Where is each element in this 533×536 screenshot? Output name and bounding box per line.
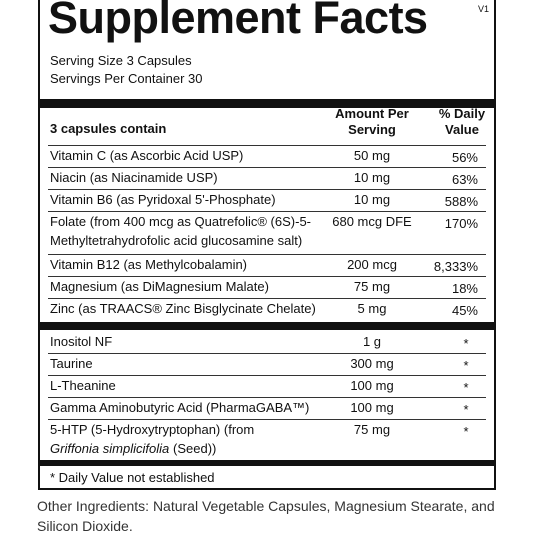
row-rule (48, 419, 486, 420)
serving-size: Serving Size 3 Capsules (50, 53, 192, 68)
daily-value: 8,333% (433, 259, 478, 274)
amount: 200 mcg (347, 257, 397, 272)
amount: 100 mg (350, 378, 394, 393)
daily-value: * (463, 402, 469, 417)
amount: 50 mg (353, 148, 391, 163)
header-amount: Amount Per (335, 106, 409, 121)
nutrient-name: Vitamin B12 (as Methylcobalamin) (50, 257, 248, 272)
nutrient-name: Inositol NF (50, 334, 113, 349)
daily-value: 588% (444, 194, 478, 209)
row-rule (48, 397, 486, 398)
daily-value: 170% (444, 216, 478, 231)
thick-rule (40, 99, 494, 108)
thick-rule (40, 322, 494, 330)
nutrient-name: Magnesium (as DiMagnesium Malate) (50, 279, 269, 294)
amount: 1 g (362, 334, 382, 349)
other-ingredients: Other Ingredients: Natural Vegetable Cap… (37, 498, 495, 514)
amount: 680 mcg DFE (332, 214, 412, 229)
daily-value: * (463, 424, 469, 439)
amount: 75 mg (353, 422, 391, 437)
row-rule (48, 145, 486, 146)
footnote: * Daily Value not established (50, 470, 215, 485)
version: V1 (478, 4, 490, 14)
daily-value: 56% (451, 150, 478, 165)
row-rule (48, 375, 486, 376)
nutrient-name: Niacin (as Niacinamide USP) (50, 170, 218, 185)
row-rule (48, 353, 486, 354)
nutrient-name: (Seed)) (173, 441, 217, 456)
other-ingredients: Silicon Dioxide. (37, 518, 133, 534)
header-daily-value: Value (445, 122, 479, 137)
daily-value: * (463, 380, 469, 395)
nutrient-name: 5-HTP (5-Hydroxytryptophan) (from (50, 422, 255, 437)
row-rule (48, 276, 486, 277)
nutrient-name: Griffonia simplicifolia (50, 441, 170, 456)
row-rule (48, 211, 486, 212)
row-rule (48, 189, 486, 190)
header-daily-value: % Daily (438, 106, 486, 121)
daily-value: * (463, 358, 469, 373)
header-amount: Serving (348, 122, 396, 137)
nutrient-name: Gamma Aminobutyric Acid (PharmaGABA™) (50, 400, 310, 415)
daily-value: 63% (451, 172, 478, 187)
amount: 300 mg (350, 356, 394, 371)
daily-value: 45% (451, 303, 478, 318)
nutrient-name: Vitamin C (as Ascorbic Acid USP) (50, 148, 244, 163)
amount: 10 mg (353, 192, 391, 207)
nutrient-name: Taurine (50, 356, 93, 371)
daily-value: 18% (451, 281, 478, 296)
amount: 5 mg (357, 301, 387, 316)
nutrient-name: Folate (from 400 mcg as Quatrefolic® (6S… (50, 214, 311, 229)
nutrient-name: Methyltetrahydrofolic acid glucosamine s… (50, 233, 303, 248)
row-rule (48, 254, 486, 255)
nutrient-name: Vitamin B6 (as Pyridoxal 5'-Phosphate) (50, 192, 276, 207)
nutrient-name: L-Theanine (50, 378, 116, 393)
amount: 100 mg (350, 400, 394, 415)
daily-value: * (463, 336, 469, 351)
amount: 75 mg (353, 279, 391, 294)
row-rule (48, 167, 486, 168)
servings-per-container: Servings Per Container 30 (50, 71, 203, 86)
nutrient-name: Zinc (as TRAACS® Zinc Bisglycinate Chela… (50, 301, 316, 316)
amount: 10 mg (353, 170, 391, 185)
row-rule (48, 298, 486, 299)
facts-box (38, 0, 496, 490)
thick-rule (40, 460, 494, 466)
header-contain: 3 capsules contain (50, 121, 167, 136)
title: Supplement Facts (48, 0, 428, 43)
